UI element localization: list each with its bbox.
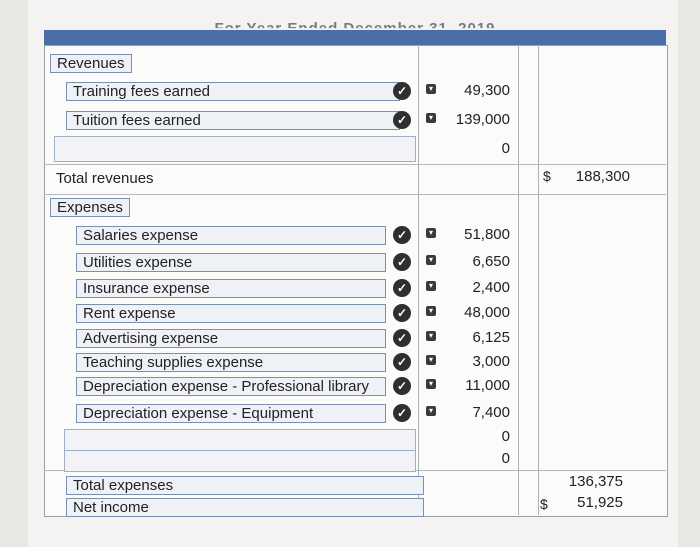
expense-blank-label[interactable] bbox=[64, 450, 416, 472]
expense-value-teaching-supplies[interactable]: 3,000 bbox=[472, 353, 510, 370]
revenue-blank-value[interactable]: 0 bbox=[501, 140, 510, 157]
check-circle-icon: ✓ bbox=[393, 226, 411, 244]
revenue-value-training[interactable]: 49,300 bbox=[464, 82, 510, 99]
expense-label-rent[interactable]: Rent expense bbox=[76, 304, 386, 323]
column-divider bbox=[418, 45, 419, 515]
check-circle-icon: ✓ bbox=[393, 377, 411, 395]
expense-label-teaching-supplies[interactable]: Teaching supplies expense bbox=[76, 353, 386, 372]
expense-label-insurance[interactable]: Insurance expense bbox=[76, 279, 386, 298]
dropdown-arrow-icon[interactable]: ▾ bbox=[426, 379, 436, 389]
expense-label-depreciation-library[interactable]: Depreciation expense - Professional libr… bbox=[76, 377, 386, 396]
expense-blank-value[interactable]: 0 bbox=[501, 428, 510, 445]
check-circle-icon: ✓ bbox=[393, 82, 411, 100]
expense-value-utilities[interactable]: 6,650 bbox=[472, 253, 510, 270]
check-circle-icon: ✓ bbox=[393, 353, 411, 371]
dropdown-arrow-icon[interactable]: ▾ bbox=[426, 255, 436, 265]
dropdown-arrow-icon[interactable]: ▾ bbox=[426, 331, 436, 341]
revenue-label-training[interactable]: Training fees earned bbox=[66, 82, 400, 101]
statement-title: For Year Ended December 31, 2019 bbox=[44, 20, 666, 28]
expense-blank-value[interactable]: 0 bbox=[501, 450, 510, 467]
dropdown-arrow-icon[interactable]: ▾ bbox=[426, 306, 436, 316]
expense-value-depreciation-library[interactable]: 11,000 bbox=[465, 377, 510, 394]
expense-value-rent[interactable]: 48,000 bbox=[464, 304, 510, 321]
net-income-currency: $ bbox=[540, 496, 548, 512]
check-circle-icon: ✓ bbox=[393, 279, 411, 297]
total-revenues-label: Total revenues bbox=[56, 170, 154, 187]
expense-value-depreciation-equipment[interactable]: 7,400 bbox=[472, 404, 510, 421]
dropdown-arrow-icon[interactable]: ▾ bbox=[426, 406, 436, 416]
dropdown-arrow-icon[interactable]: ▾ bbox=[426, 84, 436, 94]
check-circle-icon: ✓ bbox=[393, 253, 411, 271]
expense-label-advertising[interactable]: Advertising expense bbox=[76, 329, 386, 348]
total-revenues-value[interactable]: 188,300 bbox=[575, 168, 630, 185]
expenses-heading: Expenses bbox=[50, 198, 130, 217]
net-income-value[interactable]: 51,925 bbox=[577, 494, 623, 511]
revenue-value-tuition[interactable]: 139,000 bbox=[455, 111, 510, 128]
check-circle-icon: ✓ bbox=[393, 304, 411, 322]
expense-value-salaries[interactable]: 51,800 bbox=[464, 226, 510, 243]
revenue-label-tuition[interactable]: Tuition fees earned bbox=[66, 111, 400, 130]
expense-value-insurance[interactable]: 2,400 bbox=[472, 279, 510, 296]
total-expenses-value[interactable]: 136,375 bbox=[568, 473, 623, 490]
expense-value-advertising[interactable]: 6,125 bbox=[472, 329, 510, 346]
check-circle-icon: ✓ bbox=[393, 329, 411, 347]
net-income-label: Net income bbox=[66, 498, 424, 517]
total-revenues-currency: $ bbox=[543, 168, 551, 184]
expense-label-utilities[interactable]: Utilities expense bbox=[76, 253, 386, 272]
dropdown-arrow-icon[interactable]: ▾ bbox=[426, 281, 436, 291]
row-divider bbox=[44, 194, 666, 195]
dropdown-arrow-icon[interactable]: ▾ bbox=[426, 228, 436, 238]
column-divider bbox=[518, 45, 519, 515]
expense-blank-label[interactable] bbox=[64, 429, 416, 451]
expense-label-salaries[interactable]: Salaries expense bbox=[76, 226, 386, 245]
check-circle-icon: ✓ bbox=[393, 111, 411, 129]
revenues-heading: Revenues bbox=[50, 54, 132, 73]
expense-label-depreciation-equipment[interactable]: Depreciation expense - Equipment bbox=[76, 404, 386, 423]
column-divider bbox=[538, 45, 539, 515]
revenue-blank-label[interactable] bbox=[54, 136, 416, 162]
dropdown-arrow-icon[interactable]: ▾ bbox=[426, 113, 436, 123]
dropdown-arrow-icon[interactable]: ▾ bbox=[426, 355, 436, 365]
total-expenses-label: Total expenses bbox=[66, 476, 424, 495]
header-band bbox=[44, 30, 666, 45]
row-divider bbox=[44, 164, 666, 165]
check-circle-icon: ✓ bbox=[393, 404, 411, 422]
